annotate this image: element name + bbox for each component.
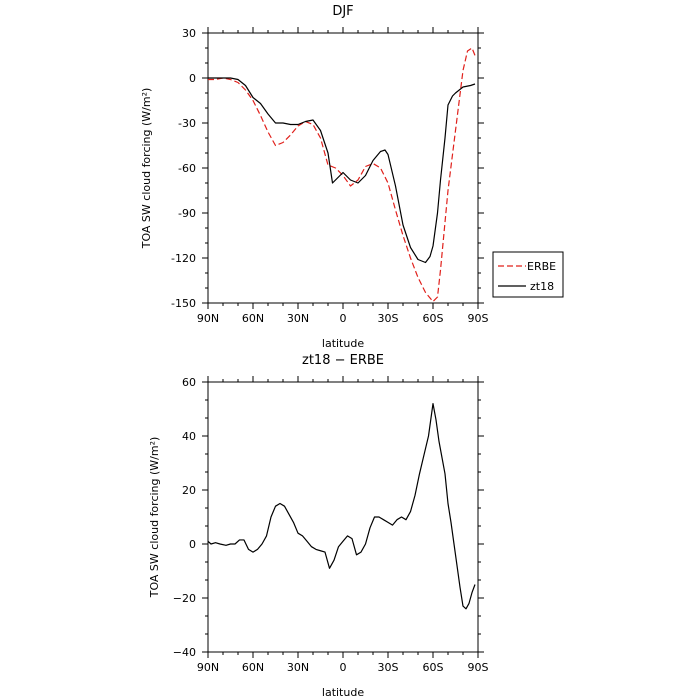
- x-tick-label: 0: [340, 312, 347, 325]
- y-ticks-top: -150 -120 -90 -60 -30 0 30: [171, 27, 484, 310]
- x-tick-label: 90N: [197, 661, 219, 674]
- y-tick-label: 20: [182, 484, 196, 497]
- chart-title-bottom: zt18 − ERBE: [302, 353, 384, 368]
- x-tick-label: 30S: [378, 312, 399, 325]
- x-tick-label: 60S: [423, 661, 444, 674]
- y-tick-label: −40: [173, 646, 196, 659]
- series-line-difference: [207, 403, 476, 610]
- y-tick-label: -30: [178, 117, 196, 130]
- x-tick-label: 30N: [287, 661, 309, 674]
- x-tick-label: 30S: [378, 661, 399, 674]
- y-ticks-bottom: −40 −20 0 20 40 60: [173, 376, 484, 659]
- y-tick-label: 0: [189, 72, 196, 85]
- panel-bottom-chart: zt18 − ERBE 90N 60N 30N 0 30S 60S 90S −40 −20 0 2…: [148, 353, 489, 699]
- legend: ERBE zt18: [492, 251, 564, 298]
- chart-title-top: DJF: [332, 4, 353, 19]
- y-tick-label: -60: [178, 162, 196, 175]
- y-axis-label-bottom: TOA SW cloud forcing (W/m²): [148, 437, 161, 599]
- series-group-bottom: [207, 403, 476, 610]
- x-axis-label-top: latitude: [322, 337, 364, 350]
- plot-frame-bottom: [207, 381, 479, 653]
- series-line-erbe: [208, 47, 476, 303]
- y-tick-label: -120: [171, 252, 196, 265]
- x-ticks-bottom: 90N 60N 30N 0 30S 60S 90S: [197, 376, 489, 674]
- series-line-zt18: [208, 77, 476, 264]
- x-tick-label: 0: [340, 661, 347, 674]
- x-tick-label: 30N: [287, 312, 309, 325]
- x-tick-label: 60N: [242, 661, 264, 674]
- x-ticks-top: 90N 60N 30N 0 30S 60S 90S: [197, 27, 489, 325]
- plot-frame-top: [207, 32, 479, 304]
- x-axis-label-bottom: latitude: [322, 686, 364, 699]
- x-tick-label: 90S: [468, 661, 489, 674]
- panel-top-chart: DJF 90N 60N 30N 0 30S 60S 90S -150 -120 -90 -60 -3…: [140, 4, 564, 350]
- y-tick-label: −20: [173, 592, 196, 605]
- x-tick-label: 90S: [468, 312, 489, 325]
- series-group-top: [208, 47, 476, 303]
- x-tick-label: 60N: [242, 312, 264, 325]
- legend-frame: [492, 251, 564, 298]
- y-tick-label: 40: [182, 430, 196, 443]
- y-axis-label-top: TOA SW cloud forcing (W/m²): [140, 88, 153, 250]
- y-tick-label: 60: [182, 376, 196, 389]
- y-tick-label: -90: [178, 207, 196, 220]
- legend-label-zt18: zt18: [530, 280, 554, 293]
- y-tick-label: -150: [171, 297, 196, 310]
- legend-label-erbe: ERBE: [527, 260, 556, 273]
- y-tick-label: 0: [189, 538, 196, 551]
- x-tick-label: 90N: [197, 312, 219, 325]
- x-tick-label: 60S: [423, 312, 444, 325]
- y-tick-label: 30: [182, 27, 196, 40]
